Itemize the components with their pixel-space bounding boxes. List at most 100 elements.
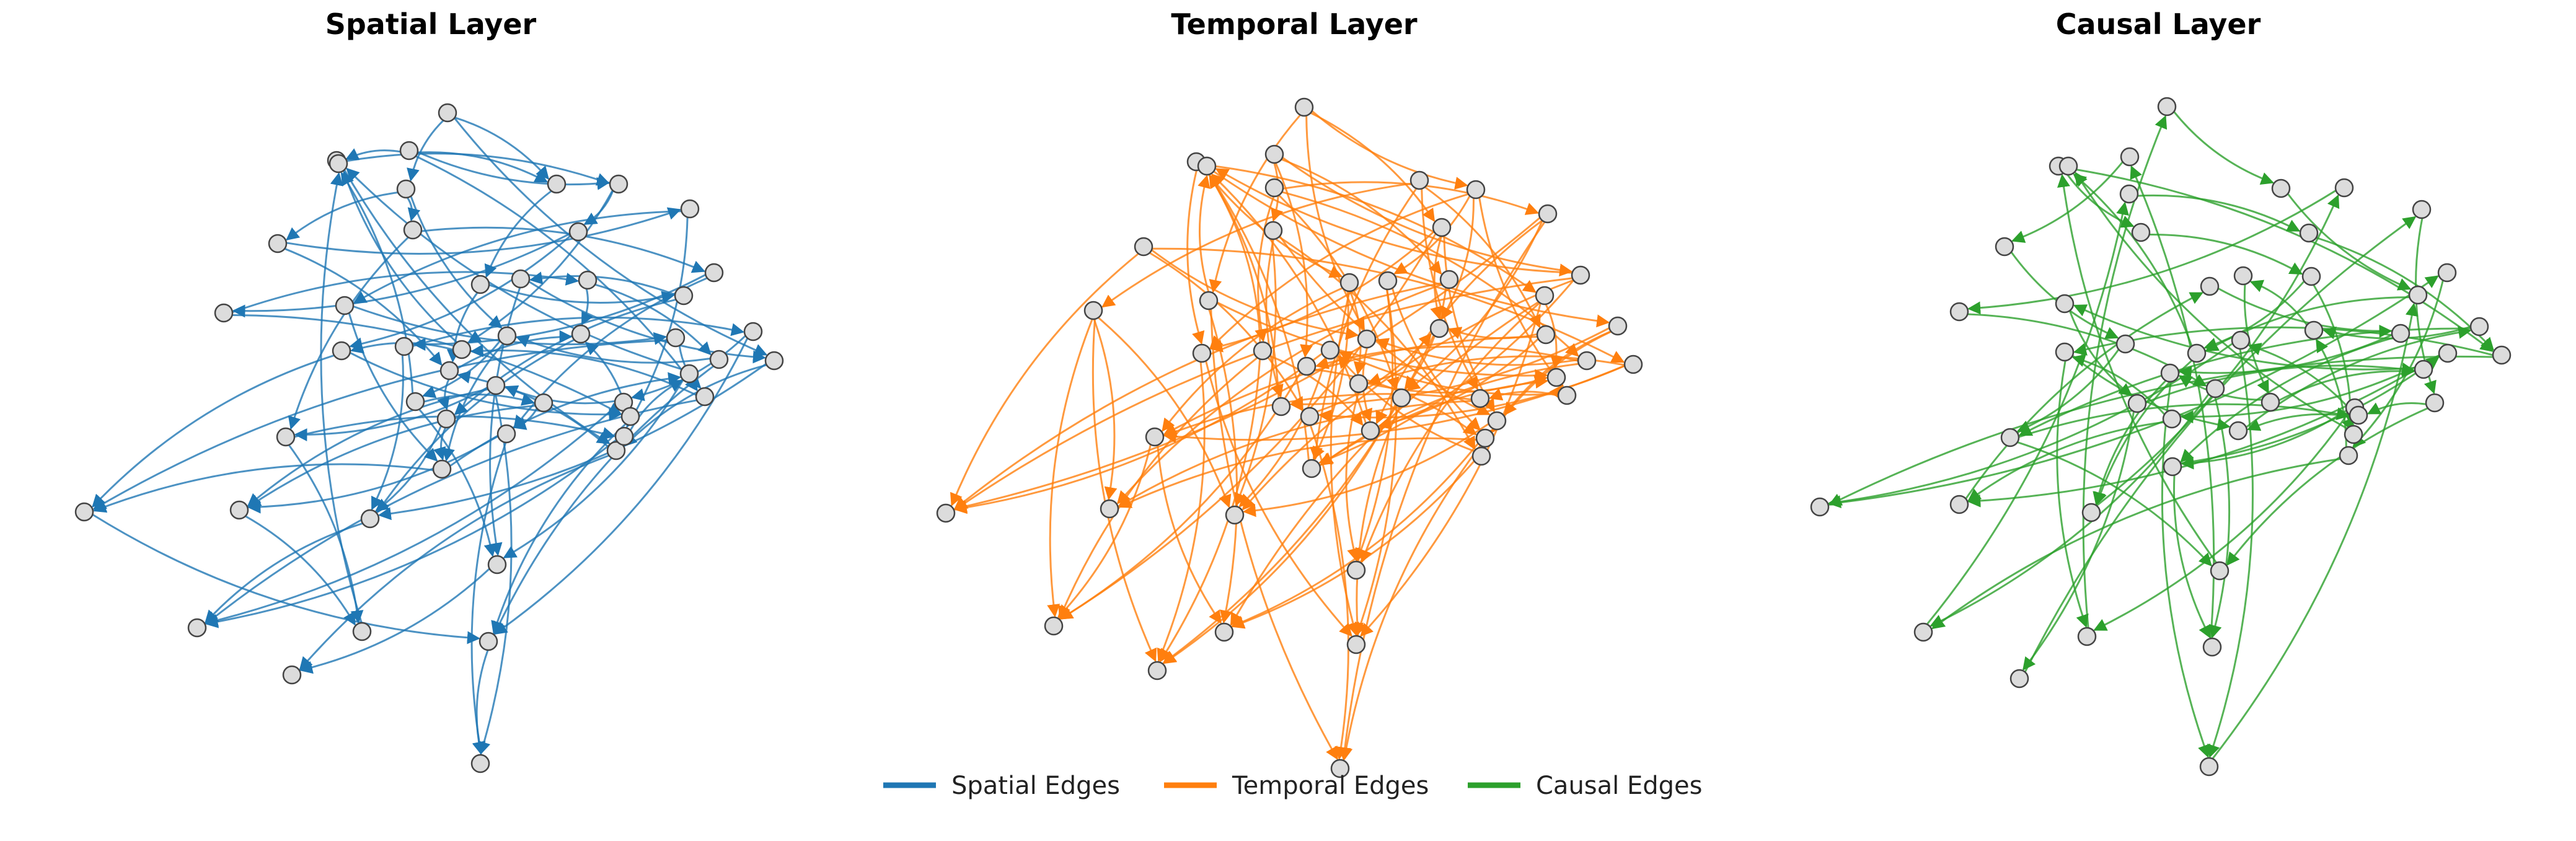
spatial-edge (422, 340, 501, 398)
causal-edge (1930, 394, 2210, 627)
spatial-edge (470, 442, 507, 755)
temporal-node (1264, 144, 1284, 164)
temporal-node (1339, 273, 1359, 293)
spatial-node (511, 269, 531, 289)
causal-edge (2278, 364, 2415, 402)
temporal-edge (954, 277, 1573, 511)
spatial-node (620, 407, 640, 426)
spatial-layer-panel: Spatial Layer (74, 7, 784, 773)
causal-edges (1827, 111, 2494, 760)
spatial-edge (342, 170, 458, 343)
causal-edge (2180, 356, 2440, 465)
causal-node (2344, 425, 2363, 444)
causal-node (2210, 561, 2230, 581)
causal-node (2301, 266, 2321, 286)
temporal-edge (1338, 221, 1546, 761)
spatial-edge (581, 288, 593, 325)
temporal-node (1271, 397, 1291, 416)
spatial-node (214, 303, 234, 323)
temporal-node (1044, 616, 1064, 636)
spatial-node (496, 424, 516, 444)
temporal-edge (1057, 444, 1152, 619)
causal-node (2058, 156, 2078, 176)
spatial-edge (247, 435, 499, 514)
legend: Spatial Edges Temporal Edges Causal Edge… (883, 772, 1702, 800)
causal-node (2261, 392, 2280, 412)
causal-node (2425, 393, 2445, 413)
spatial-edge (342, 166, 611, 444)
spatial-edge (449, 372, 682, 467)
causal-node (2271, 178, 2291, 198)
temporal-edge (1265, 239, 1284, 398)
spatial-node (534, 393, 554, 413)
spatial-edge (371, 354, 404, 511)
causal-node (2120, 147, 2140, 167)
temporal-edge (1242, 279, 1574, 511)
temporal-node (1346, 635, 1366, 654)
temporal-node (1134, 237, 1153, 257)
spatial-edge (454, 298, 676, 416)
temporal-edge (1231, 460, 1475, 629)
temporal-node (1349, 374, 1369, 394)
spatial-layer-title: Spatial Layer (325, 7, 537, 41)
temporal-edge (1059, 233, 1437, 620)
spatial-edge (299, 568, 490, 674)
causal-edge (1965, 292, 2203, 500)
spatial-edge (442, 343, 504, 462)
causal-edge (2212, 302, 2419, 760)
spatial-node (479, 632, 498, 651)
spatial-node (679, 364, 699, 384)
spatial-edge (348, 312, 438, 462)
spatial-edge (415, 155, 698, 392)
causal-node (2000, 428, 2020, 447)
spatial-edge (299, 454, 610, 671)
causal-layer-panel: Causal Layer (1810, 7, 2512, 777)
temporal-edge (1215, 168, 1573, 274)
temporal-node (1357, 329, 1377, 349)
temporal-node (1197, 156, 1217, 176)
causal-edge (2071, 354, 2166, 415)
temporal-node (1294, 97, 1314, 117)
spatial-edge (345, 148, 401, 161)
temporal-node (1538, 204, 1558, 224)
causal-edge (2226, 407, 2428, 566)
temporal-edge (1391, 288, 1481, 431)
spatial-edge (529, 271, 676, 296)
spatial-edge (346, 167, 682, 371)
causal-node (2009, 669, 2029, 689)
spatial-edge (493, 365, 715, 635)
temporal-node (1147, 661, 1167, 680)
temporal-node (1487, 411, 1507, 431)
legend-label-spatial: Spatial Edges (951, 772, 1120, 800)
spatial-edge (92, 463, 434, 513)
spatial-node (487, 555, 507, 575)
temporal-edge (953, 217, 1541, 513)
temporal-edge (953, 282, 1442, 510)
causal-node (2115, 334, 2135, 354)
causal-node (2334, 178, 2354, 198)
causal-edge (2173, 111, 2274, 185)
causal-edge (2217, 288, 2393, 338)
causal-node (2233, 266, 2253, 286)
temporal-edge (1118, 437, 1477, 508)
temporal-edge (1360, 302, 1542, 637)
temporal-edge (1162, 403, 1396, 664)
temporal-edge (1269, 354, 1364, 426)
causal-edge (2011, 161, 2124, 243)
spatial-edge (437, 379, 450, 411)
causal-edge (2173, 475, 2211, 639)
temporal-edge (1339, 428, 1494, 761)
spatial-node (396, 179, 416, 199)
spatial-edge (247, 388, 488, 507)
spatial-edge (484, 190, 552, 278)
temporal-node (1300, 407, 1320, 426)
spatial-node (229, 500, 249, 520)
spatial-node (470, 275, 490, 294)
spatial-node (709, 350, 729, 369)
temporal-node (936, 503, 956, 523)
spatial-edge (286, 191, 399, 241)
temporal-node (1608, 316, 1628, 336)
temporal-edge (1209, 174, 1280, 398)
spatial-edge (528, 281, 766, 364)
